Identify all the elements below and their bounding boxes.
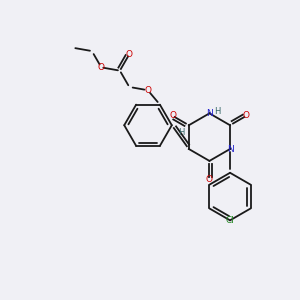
Text: H: H [178,128,184,137]
Text: O: O [243,111,250,120]
Text: O: O [206,175,213,184]
Text: H: H [214,107,220,116]
Text: O: O [169,111,176,120]
Text: O: O [126,50,133,59]
Text: Cl: Cl [226,216,235,225]
Text: O: O [144,86,151,95]
Text: N: N [227,145,233,154]
Text: N: N [206,109,213,118]
Text: O: O [98,63,105,72]
